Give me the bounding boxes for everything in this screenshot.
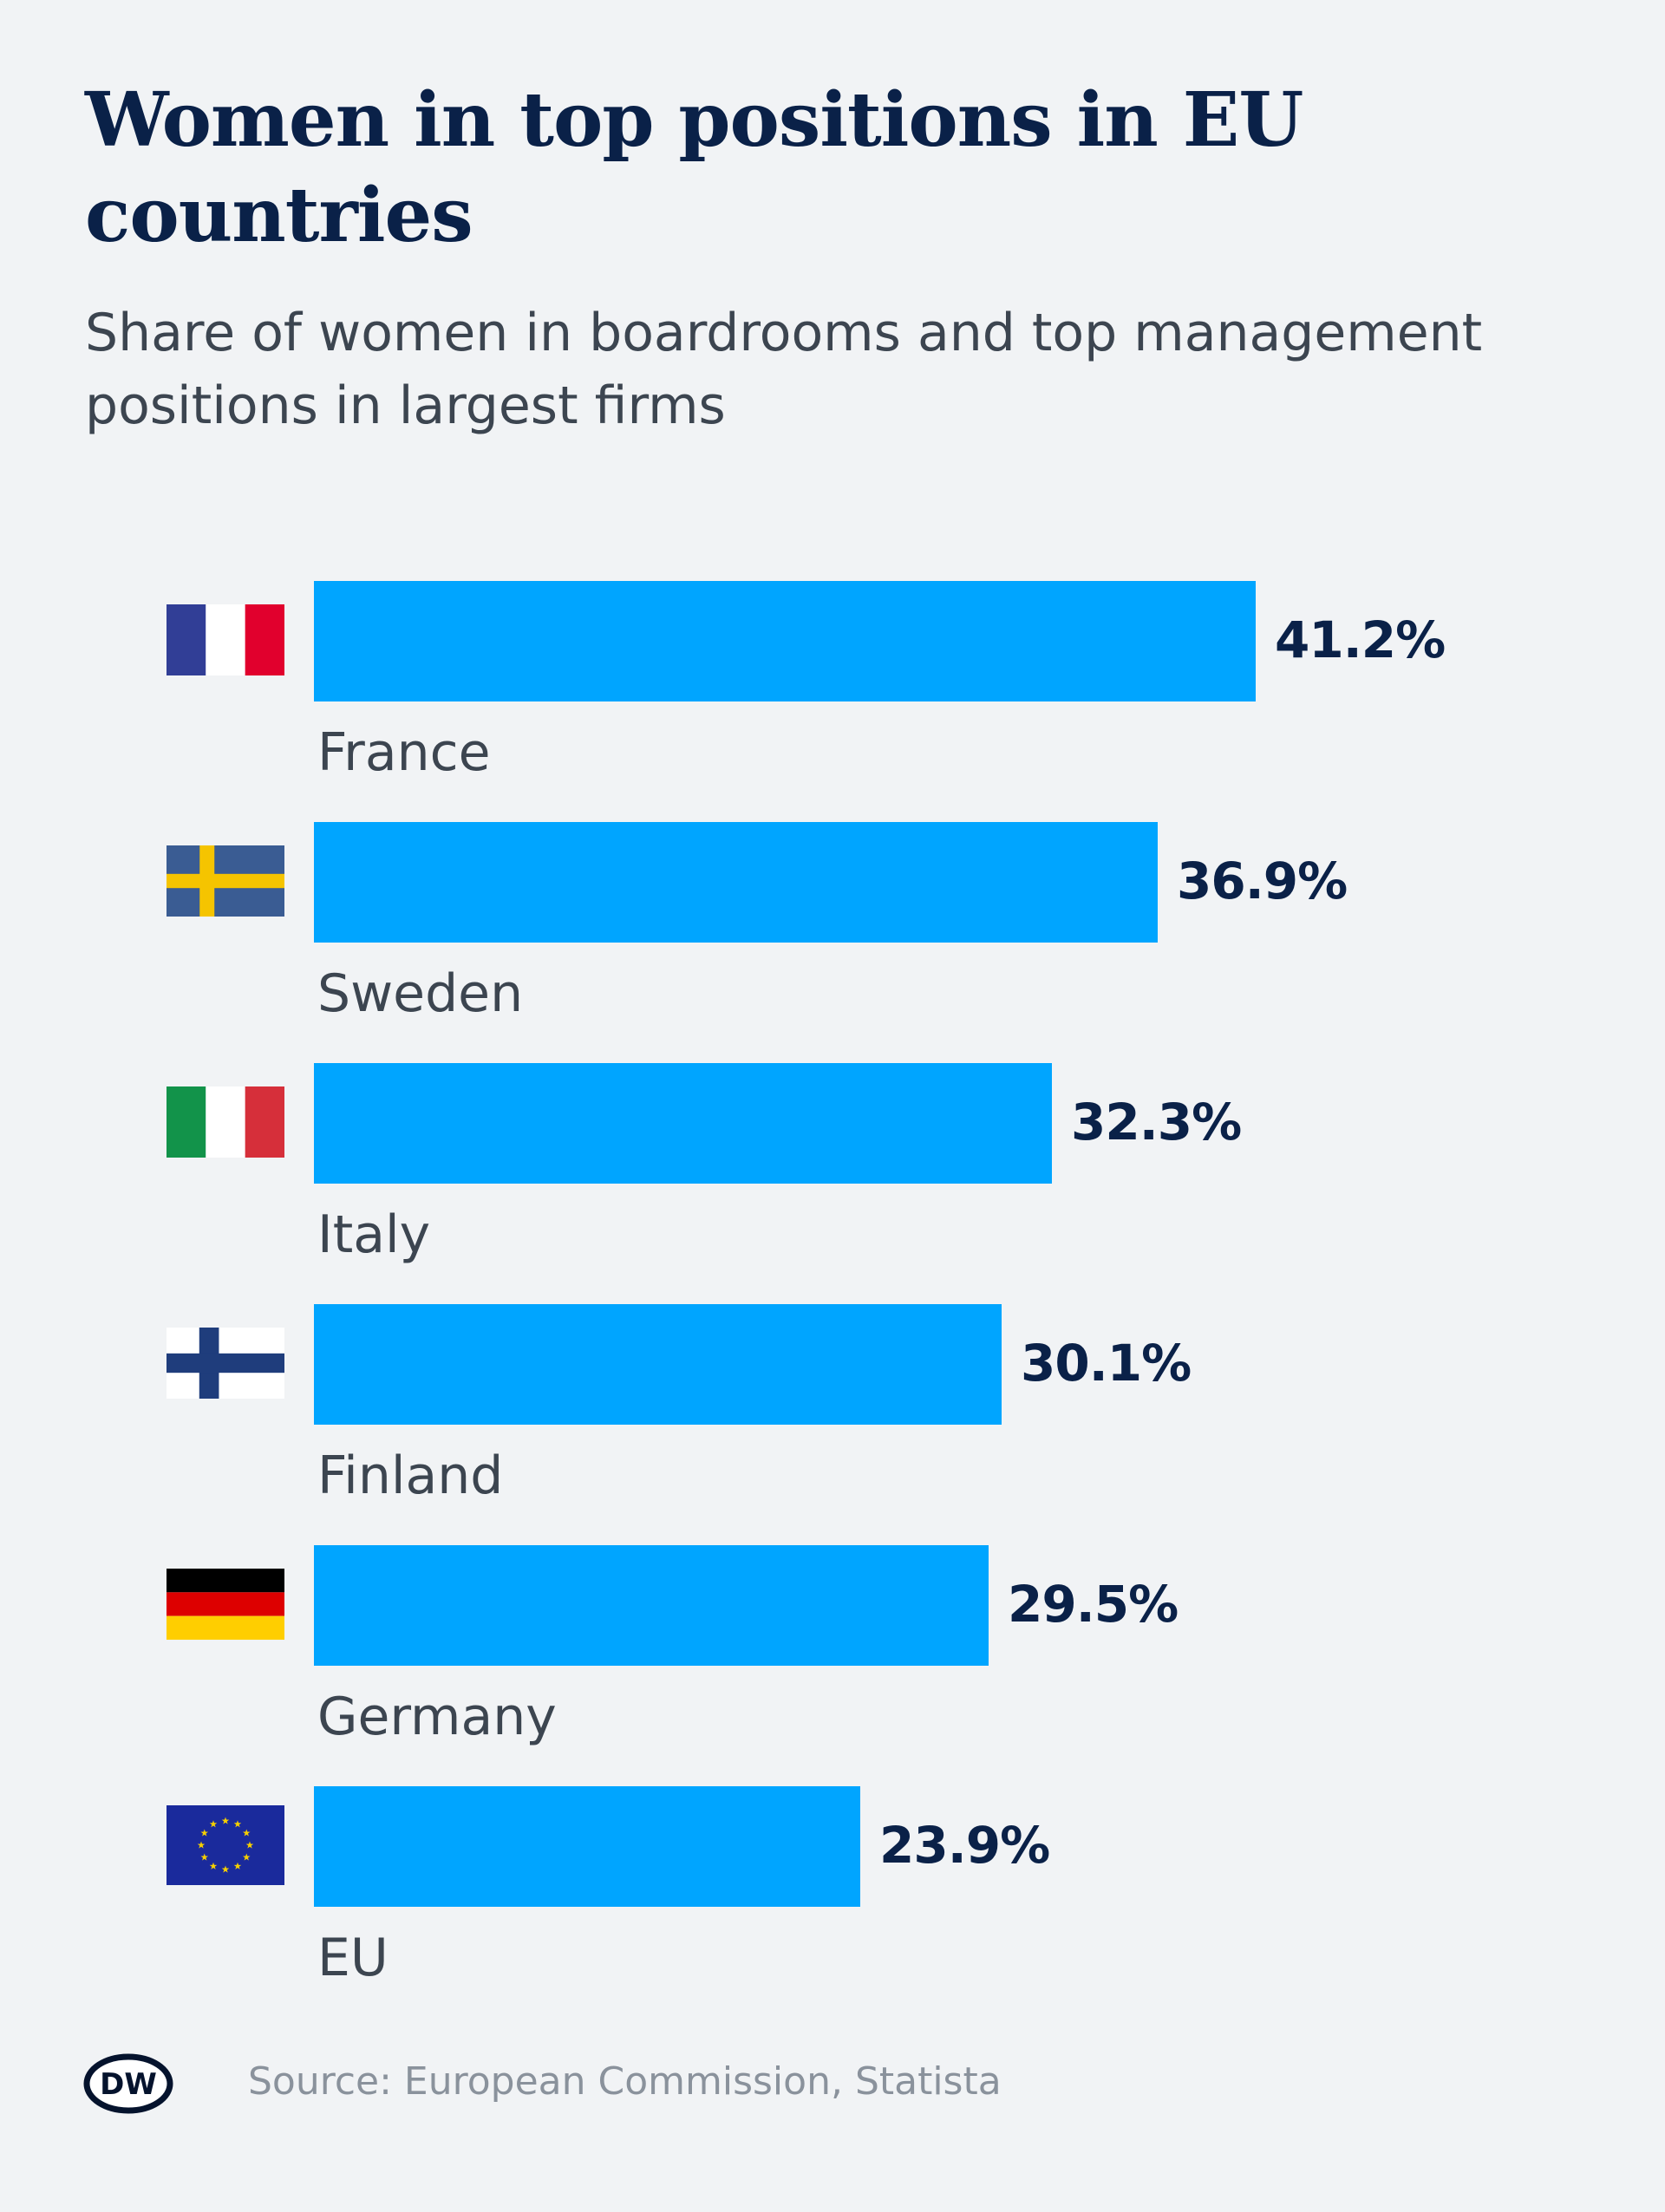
chart-title: Women in top positions in EU countries (85, 76, 1303, 259)
value-label: 32.3% (1071, 1093, 1242, 1152)
bar (314, 822, 1158, 943)
eu-flag-icon (166, 1805, 284, 1885)
bar-row-france: 41.2% France (0, 581, 1665, 789)
value-label: 41.2% (1275, 610, 1446, 669)
footer: DW Source: European Commission, Statista (83, 2053, 1557, 2140)
eu-star-icon (233, 1820, 242, 1828)
bar-row-italy: 32.3% Italy (0, 1063, 1665, 1271)
category-label: Germany (317, 1687, 557, 1747)
eu-star-icon (200, 1829, 209, 1837)
bar-row-sweden: 36.9% Sweden (0, 822, 1665, 1030)
category-label: France (317, 722, 491, 783)
eu-star-icon (209, 1862, 218, 1869)
italy-flag-icon (166, 1086, 284, 1158)
category-label: Finland (317, 1445, 504, 1506)
bar-row-germany: 29.5% Germany (0, 1545, 1665, 1753)
source-note: Source: European Commission, Statista (248, 2059, 1002, 2104)
dw-logo-text: DW (100, 2067, 157, 2102)
bar (314, 1304, 1002, 1425)
eu-star-icon (209, 1820, 218, 1828)
bar (314, 581, 1256, 701)
eu-star-icon (245, 1841, 254, 1849)
value-label: 29.5% (1008, 1575, 1179, 1634)
value-label: 23.9% (879, 1816, 1050, 1875)
eu-star-icon (221, 1865, 230, 1873)
germany-flag-icon (166, 1569, 284, 1640)
dw-logo-icon: DW (83, 2053, 173, 2114)
finland-flag-icon (166, 1328, 284, 1399)
eu-star-icon (233, 1862, 242, 1869)
value-label: 30.1% (1021, 1334, 1192, 1393)
bar (314, 1545, 989, 1666)
category-label: Sweden (317, 963, 524, 1024)
eu-star-icon (242, 1829, 251, 1837)
eu-star-icon (200, 1853, 209, 1861)
bar (314, 1063, 1052, 1184)
category-label: Italy (317, 1204, 431, 1265)
eu-star-icon (221, 1817, 230, 1824)
bar (314, 1786, 860, 1907)
chart-subtitle: Share of women in boardrooms and top man… (85, 303, 1483, 436)
eu-star-icon (242, 1853, 251, 1861)
eu-stars (197, 1817, 254, 1873)
bar-row-eu: 23.9% EU (0, 1786, 1665, 1994)
category-label: EU (317, 1928, 388, 1988)
sweden-flag-icon (166, 845, 284, 917)
france-flag-icon (166, 604, 284, 675)
eu-star-icon (197, 1841, 206, 1849)
bar-row-finland: 30.1% Finland (0, 1304, 1665, 1512)
value-label: 36.9% (1177, 852, 1348, 910)
